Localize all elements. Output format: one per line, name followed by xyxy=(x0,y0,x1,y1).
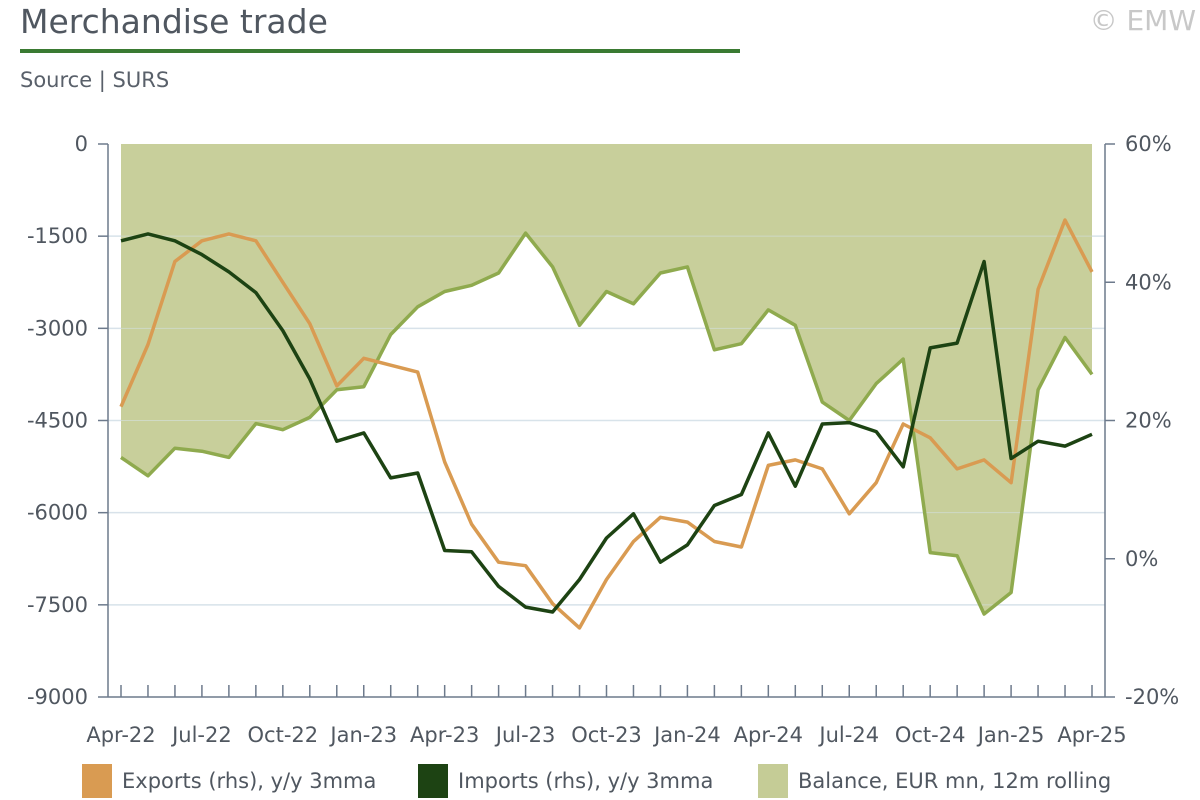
title-underline xyxy=(20,49,740,53)
x-tick-label: Oct-22 xyxy=(248,723,319,747)
left-tick-label: -3000 xyxy=(27,316,88,340)
source-label: Source | SURS xyxy=(20,68,170,92)
x-tick-label: Apr-25 xyxy=(1057,723,1126,747)
x-tick-label: Oct-23 xyxy=(571,723,642,747)
x-tick-label: Jul-23 xyxy=(494,723,556,747)
balance-line xyxy=(120,231,1094,616)
chart-legend: Exports (rhs), y/y 3mma Imports (rhs), y… xyxy=(0,764,1200,800)
legend-swatch-imports xyxy=(418,764,448,798)
legend-item-exports: Exports (rhs), y/y 3mma xyxy=(82,764,376,798)
x-tick-label: Jul-24 xyxy=(817,723,879,747)
legend-label-exports: Exports (rhs), y/y 3mma xyxy=(122,769,377,793)
x-tick-label: Jan-24 xyxy=(652,723,721,747)
exports-line xyxy=(119,218,1094,630)
x-tick-label: Apr-22 xyxy=(86,723,155,747)
right-tick-label: 0% xyxy=(1125,547,1158,571)
legend-swatch-balance xyxy=(758,764,788,798)
x-tick-label: Jan-23 xyxy=(328,723,397,747)
left-tick-label: -1500 xyxy=(27,224,88,248)
x-tick-label: Apr-24 xyxy=(734,723,803,747)
left-tick-label: -9000 xyxy=(27,685,88,709)
legend-swatch-exports xyxy=(82,764,112,798)
x-tick-label: Oct-24 xyxy=(895,723,966,747)
copyright-label: © EMW xyxy=(1089,4,1196,37)
balance-area xyxy=(121,144,1092,614)
legend-item-imports: Imports (rhs), y/y 3mma xyxy=(418,764,713,798)
chart-plot: 0 -1500 -3000 -4500 -6000 -7500 -9000 60% 40% 20%… xyxy=(27,132,1179,747)
left-tick-label: 0 xyxy=(75,132,88,156)
legend-label-balance: Balance, EUR mn, 12m rolling xyxy=(798,769,1112,793)
chart-title: Merchandise trade xyxy=(20,2,328,41)
imports-line xyxy=(120,232,1093,614)
legend-label-imports: Imports (rhs), y/y 3mma xyxy=(458,769,714,793)
right-tick-label: 20% xyxy=(1125,409,1172,433)
left-tick-label: -6000 xyxy=(27,501,88,525)
left-tick-label: -7500 xyxy=(27,593,88,617)
x-tick-label: Jul-22 xyxy=(170,723,232,747)
right-tick-label: 40% xyxy=(1125,270,1172,294)
x-tick-label: Jan-25 xyxy=(976,723,1045,747)
right-tick-label: 60% xyxy=(1125,132,1172,156)
right-tick-label: -20% xyxy=(1125,685,1179,709)
x-tick-label: Apr-23 xyxy=(410,723,479,747)
left-tick-label: -4500 xyxy=(27,409,88,433)
legend-item-balance: Balance, EUR mn, 12m rolling xyxy=(758,764,1111,798)
